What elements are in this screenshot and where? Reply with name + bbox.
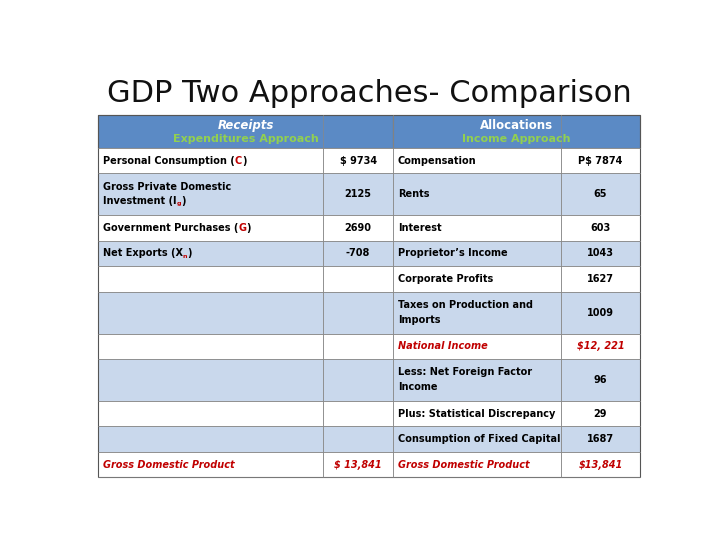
FancyBboxPatch shape — [99, 359, 323, 401]
FancyBboxPatch shape — [323, 215, 393, 241]
Text: Interest: Interest — [398, 223, 441, 233]
Text: 1043: 1043 — [587, 248, 614, 259]
Text: $ 13,841: $ 13,841 — [334, 460, 382, 470]
Text: 1009: 1009 — [587, 308, 614, 318]
Text: $12, 221: $12, 221 — [577, 341, 624, 352]
FancyBboxPatch shape — [323, 401, 393, 427]
Text: Gross Domestic Product: Gross Domestic Product — [398, 460, 529, 470]
Text: Receipts: Receipts — [217, 119, 274, 132]
FancyBboxPatch shape — [561, 427, 639, 452]
FancyBboxPatch shape — [393, 148, 561, 173]
FancyBboxPatch shape — [323, 334, 393, 359]
FancyBboxPatch shape — [393, 427, 561, 452]
FancyBboxPatch shape — [323, 452, 393, 477]
Text: ): ) — [242, 156, 246, 166]
FancyBboxPatch shape — [323, 148, 393, 173]
Text: Expenditures Approach: Expenditures Approach — [173, 134, 319, 144]
Text: Government Purchases (: Government Purchases ( — [103, 223, 238, 233]
Text: Plus: Statistical Discrepancy: Plus: Statistical Discrepancy — [398, 409, 555, 419]
FancyBboxPatch shape — [561, 148, 639, 173]
FancyBboxPatch shape — [99, 401, 323, 427]
Text: Gross Private Domestic: Gross Private Domestic — [103, 182, 231, 192]
Text: Consumption of Fixed Capital: Consumption of Fixed Capital — [398, 434, 560, 444]
Text: National Income: National Income — [398, 341, 487, 352]
Text: $13,841: $13,841 — [578, 460, 623, 470]
FancyBboxPatch shape — [99, 427, 323, 452]
FancyBboxPatch shape — [99, 173, 323, 215]
FancyBboxPatch shape — [393, 359, 561, 401]
Text: 29: 29 — [593, 409, 607, 419]
FancyBboxPatch shape — [393, 215, 561, 241]
FancyBboxPatch shape — [561, 266, 639, 292]
Text: GDP Two Approaches- Comparison: GDP Two Approaches- Comparison — [107, 79, 631, 109]
Text: 65: 65 — [593, 190, 607, 199]
FancyBboxPatch shape — [561, 215, 639, 241]
FancyBboxPatch shape — [393, 452, 561, 477]
FancyBboxPatch shape — [99, 241, 323, 266]
Text: $ 9734: $ 9734 — [340, 156, 377, 166]
FancyBboxPatch shape — [393, 292, 561, 334]
Text: 2125: 2125 — [345, 190, 372, 199]
Text: Compensation: Compensation — [398, 156, 477, 166]
Text: g: g — [176, 201, 181, 206]
Text: 2690: 2690 — [345, 223, 372, 233]
FancyBboxPatch shape — [393, 173, 561, 215]
Text: Rents: Rents — [398, 190, 429, 199]
Text: P$ 7874: P$ 7874 — [578, 156, 623, 166]
Text: G: G — [238, 223, 246, 233]
FancyBboxPatch shape — [323, 292, 393, 334]
Text: C: C — [235, 156, 242, 166]
FancyBboxPatch shape — [393, 401, 561, 427]
Text: Allocations: Allocations — [480, 119, 553, 132]
FancyBboxPatch shape — [99, 148, 323, 173]
FancyBboxPatch shape — [561, 401, 639, 427]
FancyBboxPatch shape — [99, 215, 323, 241]
FancyBboxPatch shape — [99, 292, 323, 334]
Text: -708: -708 — [346, 248, 370, 259]
Text: Taxes on Production and: Taxes on Production and — [398, 300, 533, 310]
FancyBboxPatch shape — [323, 266, 393, 292]
FancyBboxPatch shape — [393, 334, 561, 359]
FancyBboxPatch shape — [393, 241, 561, 266]
FancyBboxPatch shape — [99, 452, 323, 477]
Text: ): ) — [246, 223, 251, 233]
Text: Gross Domestic Product: Gross Domestic Product — [103, 460, 235, 470]
FancyBboxPatch shape — [393, 114, 639, 148]
Text: 603: 603 — [590, 223, 611, 233]
Text: Proprietor’s Income: Proprietor’s Income — [398, 248, 508, 259]
FancyBboxPatch shape — [561, 241, 639, 266]
Text: Personal Consumption (: Personal Consumption ( — [103, 156, 235, 166]
Text: Investment (I: Investment (I — [103, 195, 176, 206]
FancyBboxPatch shape — [99, 266, 323, 292]
FancyBboxPatch shape — [561, 292, 639, 334]
Text: ): ) — [187, 248, 192, 259]
Text: 1687: 1687 — [587, 434, 614, 444]
Text: n: n — [183, 254, 187, 259]
FancyBboxPatch shape — [99, 334, 323, 359]
Text: Net Exports (X: Net Exports (X — [103, 248, 183, 259]
Text: 1627: 1627 — [587, 274, 614, 284]
FancyBboxPatch shape — [323, 359, 393, 401]
FancyBboxPatch shape — [561, 452, 639, 477]
Text: 96: 96 — [593, 375, 607, 385]
Text: Income Approach: Income Approach — [462, 134, 571, 144]
Text: Less: Net Foreign Factor: Less: Net Foreign Factor — [398, 367, 532, 377]
FancyBboxPatch shape — [99, 114, 393, 148]
Text: Imports: Imports — [398, 315, 441, 325]
Text: ): ) — [181, 195, 185, 206]
FancyBboxPatch shape — [561, 359, 639, 401]
FancyBboxPatch shape — [561, 334, 639, 359]
FancyBboxPatch shape — [323, 427, 393, 452]
FancyBboxPatch shape — [393, 266, 561, 292]
FancyBboxPatch shape — [323, 173, 393, 215]
FancyBboxPatch shape — [561, 173, 639, 215]
Text: Corporate Profits: Corporate Profits — [398, 274, 493, 284]
FancyBboxPatch shape — [323, 241, 393, 266]
Text: Income: Income — [398, 382, 437, 392]
